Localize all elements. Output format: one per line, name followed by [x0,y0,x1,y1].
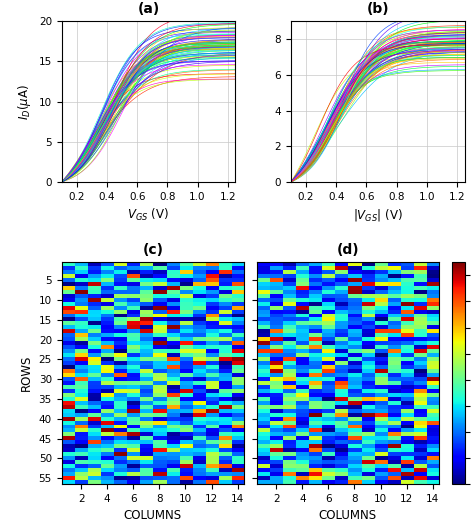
Title: (c): (c) [142,243,164,257]
Y-axis label: $I_D$($\mu$A): $I_D$($\mu$A) [16,84,33,120]
X-axis label: $|V_{GS}|$ (V): $|V_{GS}|$ (V) [353,207,402,223]
Title: (b): (b) [366,2,389,16]
X-axis label: COLUMNS: COLUMNS [319,510,377,522]
Title: (a): (a) [137,2,160,16]
Y-axis label: ROWS: ROWS [20,355,33,392]
Title: (d): (d) [337,243,359,257]
X-axis label: $V_{GS}$ (V): $V_{GS}$ (V) [128,207,169,223]
X-axis label: COLUMNS: COLUMNS [124,510,182,522]
